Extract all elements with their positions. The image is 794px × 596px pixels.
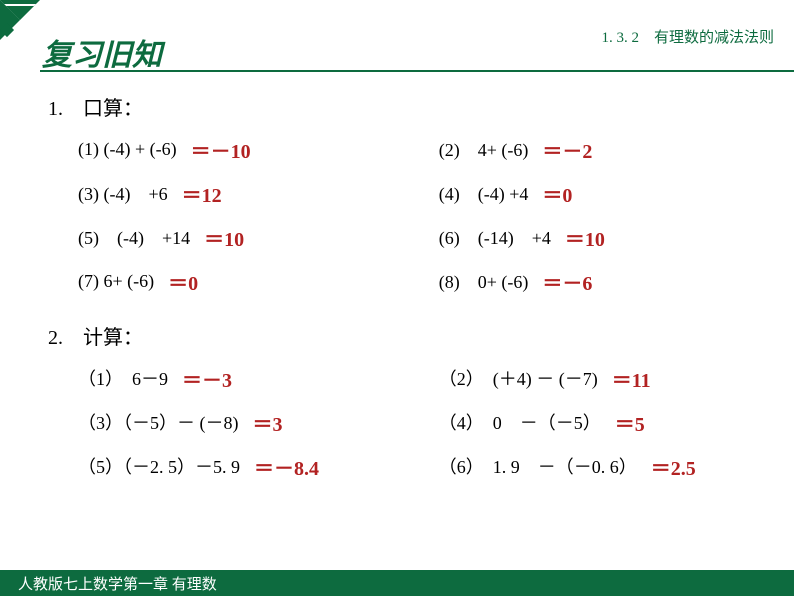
s1-row2: (3) (-4) +6 ＝12 (4) (-4) +4 ＝0	[78, 171, 746, 215]
s2-row1: （1） 6－9 ＝－3 （2） (＋4) － (－7) ＝11	[78, 356, 746, 400]
answer: ＝－2	[542, 135, 592, 164]
footer-bar: 人教版七上数学第一章 有理数	[0, 570, 794, 596]
section1-label: 1. 口算：	[48, 92, 746, 121]
answer: ＝0	[542, 179, 572, 208]
problem: (7) 6+ (-6)	[78, 271, 154, 292]
section2-label: 2. 计算：	[48, 321, 746, 350]
problem: (3) (-4) +6	[78, 180, 168, 206]
answer: ＝2.5	[651, 452, 696, 481]
footer-text: 人教版七上数学第一章 有理数	[18, 573, 217, 594]
answer: ＝－3	[182, 364, 232, 393]
problem: (2) 4+ (-6)	[439, 136, 529, 162]
s2-row3: （5）（－2. 5）－5. 9 ＝－8.4 （6） 1. 9 －（－0. 6） …	[78, 444, 746, 488]
answer: ＝－6	[542, 267, 592, 296]
problem: （3）（－5）－ (－8)	[78, 409, 239, 435]
problem: (1) (-4) + (-6)	[78, 139, 177, 160]
problem: （6） 1. 9 －（－0. 6）	[439, 453, 637, 479]
answer: ＝－8.4	[254, 452, 319, 481]
answer: ＝11	[612, 364, 651, 393]
s1-row4: (7) 6+ (-6) ＝0 (8) 0+ (-6) ＝－6	[78, 259, 746, 303]
answer: ＝10	[204, 223, 244, 252]
answer: ＝5	[615, 408, 645, 437]
problem: (8) 0+ (-6)	[439, 268, 529, 294]
answer: ＝10	[565, 223, 605, 252]
section-reference: 1. 3. 2 有理数的减法法则	[601, 26, 774, 47]
problem: （4） 0 －（－5）	[439, 409, 601, 435]
problem: (4) (-4) +4	[439, 180, 529, 206]
answer: ＝12	[182, 179, 222, 208]
problem: (5) (-4) +14	[78, 224, 190, 250]
answer: ＝3	[253, 408, 283, 437]
problem: （5）（－2. 5）－5. 9	[78, 453, 240, 479]
page-title: 复习旧知	[42, 30, 162, 74]
problem: (6) (-14) +4	[439, 224, 551, 250]
s1-row3: (5) (-4) +14 ＝10 (6) (-14) +4 ＝10	[78, 215, 746, 259]
answer: ＝－10	[191, 135, 251, 164]
answer: ＝0	[168, 267, 198, 296]
section2-body: （1） 6－9 ＝－3 （2） (＋4) － (－7) ＝11 （3）（－5）－…	[48, 356, 746, 488]
content-area: 1. 口算： (1) (-4) + (-6) ＝－10 (2) 4+ (-6) …	[0, 92, 794, 488]
s2-row2: （3）（－5）－ (－8) ＝3 （4） 0 －（－5） ＝5	[78, 400, 746, 444]
problem: （1） 6－9	[78, 365, 168, 391]
s1-row1: (1) (-4) + (-6) ＝－10 (2) 4+ (-6) ＝－2	[78, 127, 746, 171]
title-underline	[40, 70, 794, 72]
problem: （2） (＋4) － (－7)	[439, 365, 598, 391]
header: 1. 3. 2 有理数的减法法则 复习旧知	[0, 22, 794, 72]
section1-body: (1) (-4) + (-6) ＝－10 (2) 4+ (-6) ＝－2 (3)…	[48, 127, 746, 303]
